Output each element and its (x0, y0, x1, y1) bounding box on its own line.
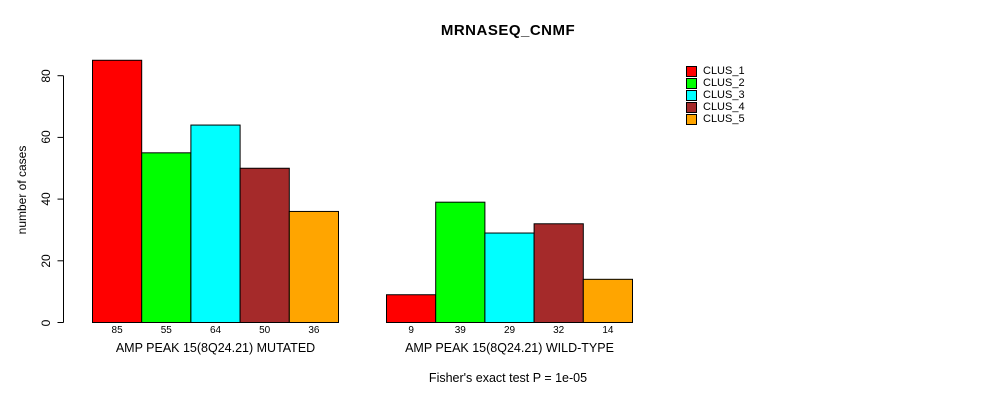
bar-clus_5 (288, 210, 339, 323)
group-axis-label: AMP PEAK 15(8Q24.21) WILD-TYPE (405, 341, 614, 355)
y-axis-label: number of cases (15, 145, 29, 235)
y-axis-tick-label: 20 (39, 254, 53, 268)
bar-value-label: 14 (602, 325, 614, 336)
legend-label: CLUS_1 (703, 65, 745, 78)
legend-label: CLUS_2 (703, 77, 745, 90)
bar-clus_3 (190, 124, 241, 323)
bar-value-label: 55 (160, 325, 172, 336)
bar-value-label: 32 (553, 325, 565, 336)
legend: CLUS_1 CLUS_2 CLUS_3 CLUS_4 CLUS_5 (686, 66, 745, 125)
bar-value-label: 85 (111, 325, 123, 336)
legend-swatch (686, 89, 697, 101)
legend-label: CLUS_3 (703, 88, 745, 101)
legend-item: CLUS_5 (686, 113, 745, 125)
legend-swatch (686, 78, 697, 90)
legend-label: CLUS_4 (703, 100, 745, 113)
bar-clus_4 (533, 223, 584, 323)
bar-value-label: 39 (454, 325, 466, 336)
bar-value-label: 29 (503, 325, 516, 336)
bar-value-label: 64 (209, 325, 222, 336)
legend-swatch (686, 113, 697, 125)
bar-clus_5 (582, 278, 633, 323)
fisher-test-annotation: Fisher's exact test P = 1e-05 (428, 371, 588, 385)
legend-label: CLUS_5 (703, 112, 745, 125)
bar-clus_3 (484, 232, 535, 323)
y-axis-tick-label: 40 (39, 192, 53, 206)
y-axis-tick-label: 0 (39, 319, 53, 326)
y-axis-tick-label: 60 (39, 130, 53, 145)
bar-clus_4 (239, 167, 290, 323)
legend-item: CLUS_4 (686, 101, 745, 113)
legend-swatch (686, 66, 697, 78)
bar-value-label: 9 (408, 325, 414, 336)
group-axis-label: AMP PEAK 15(8Q24.21) MUTATED (115, 341, 316, 355)
legend-item: CLUS_2 (686, 78, 745, 90)
y-axis-tick-label: 80 (39, 69, 53, 83)
chart-title: MRNASEQ_CNMF (440, 22, 576, 39)
bar-clus_2 (141, 152, 192, 323)
legend-swatch (686, 101, 697, 113)
bar-value-label: 36 (308, 325, 320, 336)
legend-item: CLUS_1 (686, 66, 745, 78)
bar-value-label: 50 (259, 325, 271, 336)
bar-clus_1 (386, 294, 437, 323)
bar-clus_2 (435, 201, 486, 323)
legend-item: CLUS_3 (686, 88, 745, 102)
bar-clus_1 (92, 59, 143, 324)
